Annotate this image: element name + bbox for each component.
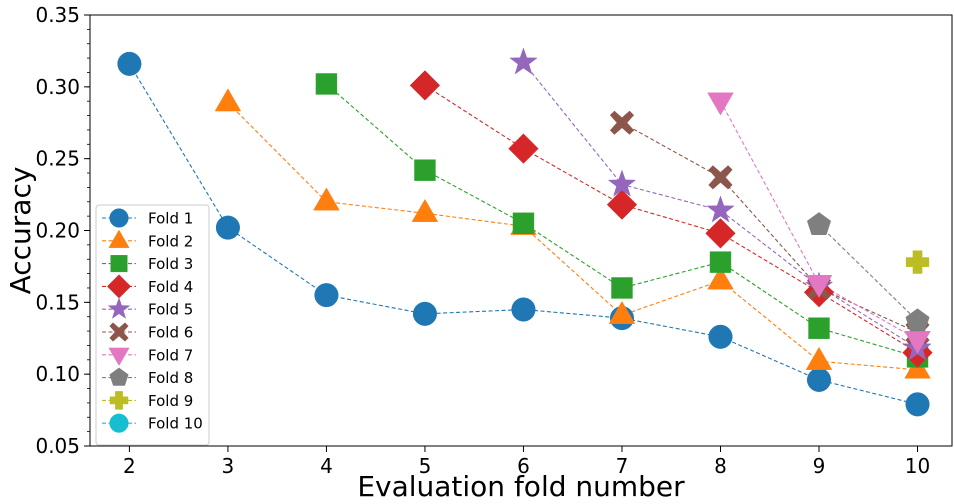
data-point-fold-5	[509, 47, 538, 75]
legend-item: Fold 8	[102, 367, 193, 387]
series-line-fold-4	[424, 84, 918, 354]
data-point-fold-5	[706, 195, 735, 223]
data-point-fold-6	[708, 165, 733, 190]
data-point-fold-6	[609, 110, 635, 135]
legend-item: Fold 7	[102, 346, 193, 367]
y-axis-title: Accuracy	[4, 167, 37, 295]
y-tick-label: 0.10	[35, 362, 80, 386]
y-axis: 0.05 0.10 0.15 0.20 0.25 0.30 0.35	[35, 3, 90, 458]
x-tick-label: 3	[222, 454, 235, 478]
data-point-fold-1	[806, 367, 832, 392]
legend-label: Fold 5	[148, 301, 193, 319]
series-line-fold-2	[227, 102, 918, 371]
legend-marker	[109, 367, 129, 386]
legend-label: Fold 8	[148, 369, 193, 387]
y-tick-label: 0.15	[35, 290, 80, 314]
legend-label: Fold 1	[148, 210, 193, 228]
x-axis-title: Evaluation fold number	[357, 470, 685, 503]
x-tick-label: 7	[616, 454, 629, 478]
legend-item: Fold 5	[102, 297, 193, 319]
legend-item: Fold 2	[102, 229, 193, 250]
data-point-fold-1	[708, 324, 733, 349]
legend-marker	[109, 322, 129, 342]
data-point-fold-4	[705, 218, 736, 249]
legend-marker	[108, 347, 130, 367]
data-point-fold-1	[314, 283, 339, 308]
x-tick-label: 9	[813, 454, 826, 478]
y-tick-label: 0.35	[35, 3, 80, 27]
data-point-fold-3	[315, 73, 338, 95]
series-line-fold-5	[523, 62, 918, 349]
y-tick-label: 0.25	[35, 147, 80, 171]
data-point-fold-2	[805, 346, 833, 370]
series-line-fold-7	[720, 100, 918, 341]
legend-marker	[109, 391, 129, 410]
data-point-fold-4	[508, 133, 539, 164]
data-point-fold-4	[409, 70, 441, 101]
legend-item: Fold 4	[102, 274, 193, 299]
legend-label: Fold 4	[148, 278, 193, 296]
data-point-fold-8	[806, 212, 832, 235]
y-tick-label: 0.30	[35, 75, 80, 99]
x-tick-label: 4	[320, 454, 333, 478]
data-point-fold-2	[707, 266, 734, 290]
x-tick-label: 5	[419, 454, 432, 478]
data-point-fold-4	[606, 189, 638, 220]
legend-label: Fold 6	[148, 324, 193, 342]
data-point-fold-3	[709, 251, 732, 273]
data-point-fold-9	[905, 250, 930, 274]
data-point-fold-8	[905, 308, 930, 332]
data-point-fold-3	[808, 317, 830, 339]
data-point-fold-1	[117, 51, 142, 76]
data-point-fold-1	[412, 301, 437, 326]
legend-item: Fold 10	[102, 413, 203, 433]
data-point-fold-7	[805, 275, 833, 298]
data-point-fold-1	[511, 297, 536, 322]
data-point-fold-2	[608, 300, 636, 324]
legend-item: Fold 1	[102, 208, 193, 228]
legend-label: Fold 2	[148, 232, 193, 250]
legend-label: Fold 9	[148, 392, 193, 410]
legend: Fold 1 Fold 2 Fold 3 Fold 4 Fold 5 Fold 6 Fold…	[95, 204, 210, 446]
series-line-fold-8	[818, 224, 918, 322]
legend-marker	[110, 255, 128, 273]
legend-marker	[108, 229, 130, 248]
legend-item: Fold 3	[102, 255, 193, 273]
y-tick-label: 0.20	[35, 219, 80, 243]
series-line-fold-6	[621, 122, 918, 334]
data-point-fold-2	[313, 187, 340, 211]
legend-label: Fold 3	[148, 255, 193, 273]
data-point-fold-7	[707, 92, 734, 116]
data-point-fold-3	[611, 277, 633, 299]
data-point-fold-2	[411, 198, 439, 222]
x-tick-label: 6	[517, 454, 530, 478]
data-point-fold-1	[215, 215, 240, 240]
data-point-fold-7	[904, 331, 931, 355]
data-point-fold-2	[214, 88, 242, 112]
x-axis: 2 3 4 5 6 7 8 9 10	[123, 446, 930, 478]
series-markers-layer	[117, 47, 933, 417]
data-point-fold-5	[607, 169, 637, 197]
legend-label: Fold 7	[148, 346, 193, 364]
x-tick-label: 8	[714, 454, 727, 478]
legend-item: Fold 9	[102, 391, 193, 410]
y-tick-label: 0.05	[35, 434, 80, 458]
legend-marker	[109, 208, 129, 228]
legend-label: Fold 10	[148, 415, 203, 433]
x-tick-label: 2	[123, 454, 136, 478]
legend-item: Fold 6	[102, 322, 193, 342]
legend-marker	[107, 297, 131, 319]
legend-marker	[109, 413, 129, 433]
data-point-fold-3	[512, 212, 535, 235]
data-point-fold-3	[414, 159, 436, 181]
x-tick-label: 10	[905, 454, 930, 478]
data-point-fold-1	[905, 392, 930, 417]
